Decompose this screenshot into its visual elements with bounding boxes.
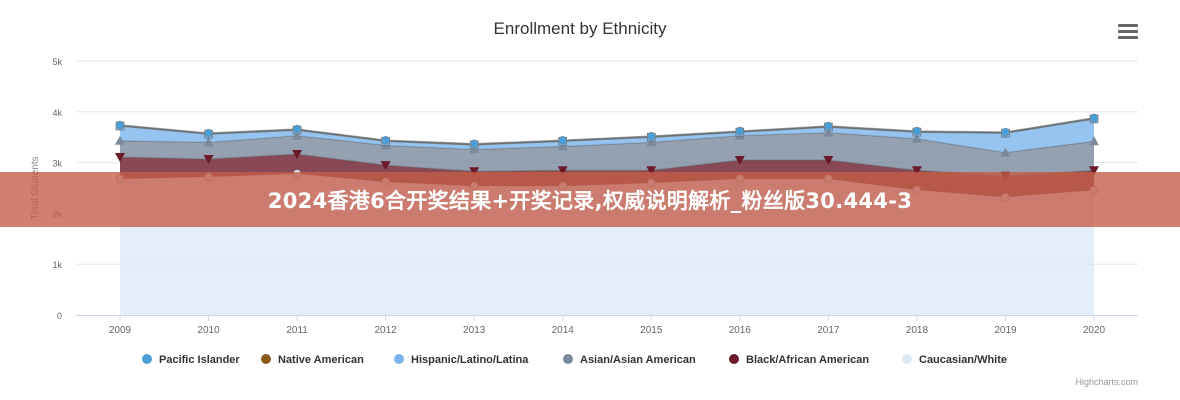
data-point — [1000, 147, 1011, 157]
y-tick-label: 5k — [52, 57, 62, 67]
data-point — [380, 161, 391, 171]
x-tick-label: 2018 — [906, 325, 929, 336]
data-point — [292, 149, 303, 159]
x-tick-label: 2013 — [463, 325, 486, 336]
data-point — [911, 166, 922, 176]
data-point — [734, 156, 745, 166]
x-tick-label: 2019 — [994, 325, 1017, 336]
credits-link[interactable]: Highcharts.com — [1075, 377, 1138, 387]
data-point — [115, 135, 125, 145]
y-tick-label: 4k — [52, 108, 62, 118]
data-point — [292, 124, 302, 134]
data-point — [1089, 166, 1099, 176]
hamburger-menu-icon[interactable] — [1118, 24, 1138, 40]
data-point — [558, 135, 568, 145]
legend-item[interactable]: Hispanic/Latino/Latina — [394, 354, 529, 366]
data-point — [646, 166, 657, 176]
legend-label: Black/African American — [746, 354, 869, 366]
x-tick-label: 2011 — [286, 325, 308, 336]
legend-marker-icon — [261, 354, 271, 364]
legend-item[interactable]: Black/African American — [729, 354, 869, 366]
legend-label: Pacific Islander — [159, 354, 240, 366]
area-hispanic-latino-latina — [120, 118, 1094, 153]
legend-label: Hispanic/Latino/Latina — [411, 354, 529, 366]
x-tick-label: 2009 — [109, 325, 132, 336]
x-tick-label: 2015 — [640, 325, 663, 336]
data-point — [381, 135, 390, 145]
overlay-banner: 2024香港6合开奖结果+开奖记录,权威说明解析_粉丝版30.444-3 — [0, 172, 1180, 227]
legend-marker-icon — [902, 354, 912, 364]
data-point — [1001, 127, 1010, 137]
legend-marker-icon — [563, 354, 573, 364]
y-tick-label: 3k — [52, 159, 62, 169]
x-tick-label: 2014 — [552, 325, 575, 336]
legend-label: Caucasian/White — [919, 354, 1007, 366]
legend-label: Native American — [278, 354, 364, 366]
data-point — [911, 133, 922, 143]
x-tick-label: 2010 — [197, 325, 220, 336]
data-point — [823, 127, 834, 137]
data-point — [203, 155, 214, 165]
x-tick-label: 2016 — [729, 325, 752, 336]
x-tick-label: 2017 — [817, 325, 840, 336]
data-point — [469, 167, 480, 177]
legend-item[interactable]: Asian/Asian American — [563, 354, 696, 366]
legend-item[interactable]: Native American — [261, 354, 364, 366]
x-tick-label: 2012 — [375, 325, 398, 336]
data-point — [115, 120, 125, 130]
data-point — [557, 141, 568, 151]
data-point — [912, 126, 922, 136]
data-point — [1089, 113, 1099, 123]
data-point — [557, 166, 568, 176]
data-point — [646, 131, 656, 141]
data-point — [204, 128, 213, 138]
legend-marker-icon — [394, 354, 404, 364]
data-point — [115, 153, 125, 163]
legend-marker-icon — [142, 354, 152, 364]
y-tick-label: 1k — [52, 260, 62, 270]
x-tick-label: 2020 — [1083, 325, 1106, 336]
y-tick-label: 0 — [57, 311, 62, 321]
data-point — [823, 156, 834, 166]
legend-item[interactable]: Pacific Islander — [142, 354, 240, 366]
data-point — [1089, 136, 1099, 146]
legend-marker-icon — [729, 354, 739, 364]
chart-title: Enrollment by Ethnicity — [494, 19, 667, 38]
data-point — [735, 126, 745, 136]
legend-label: Asian/Asian American — [580, 354, 696, 366]
legend-item[interactable]: Caucasian/White — [902, 354, 1007, 366]
data-point — [203, 137, 214, 147]
data-point — [292, 130, 303, 140]
data-point — [646, 137, 657, 147]
series-line — [119, 117, 1095, 145]
data-point — [824, 121, 833, 131]
data-point — [469, 139, 479, 149]
